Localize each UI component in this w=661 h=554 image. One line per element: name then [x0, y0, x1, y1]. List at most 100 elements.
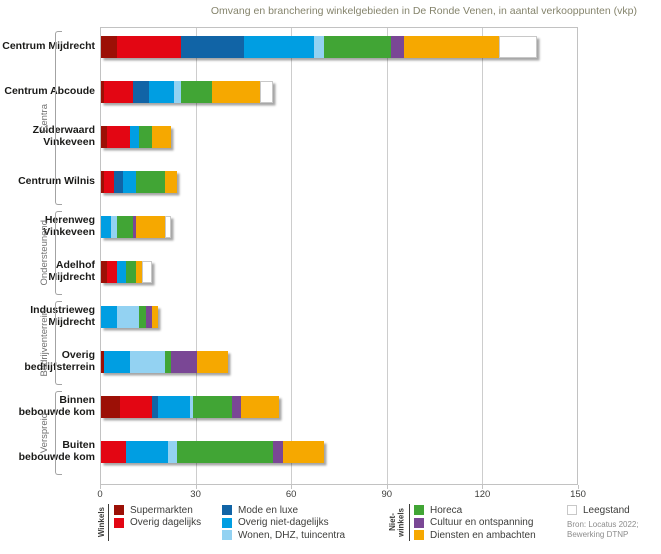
legend-label: Supermarkten: [130, 504, 193, 516]
segment-cultuur_en_ontspanning: [171, 351, 197, 373]
segment-diensten_en_ambachten: [164, 171, 178, 193]
legend-entry-cultuur_en_ontspanning: Cultuur en ontspanning: [414, 517, 533, 528]
segment-cultuur_en_ontspanning: [390, 36, 404, 58]
gridline: [482, 28, 484, 484]
segment-supermarkten: [101, 351, 105, 373]
segment-diensten_en_ambachten: [212, 81, 261, 103]
segment-overig_niet_dagelijks: [126, 441, 168, 463]
legend-swatch-diensten_en_ambachten: [414, 530, 424, 540]
segment-mode_en_luxe: [113, 171, 124, 193]
segment-overig_dagelijks: [104, 171, 114, 193]
segment-overig_niet_dagelijks: [158, 396, 191, 418]
legend-label: Leegstand: [583, 504, 630, 516]
legend-swatch-horeca: [414, 505, 424, 515]
row-label: Adelhof Mijdrecht: [0, 254, 95, 288]
row-label: Zuiderwaard Vinkeveen: [0, 119, 95, 153]
segment-diensten_en_ambachten: [241, 396, 280, 418]
x-tick-label: 30: [190, 489, 201, 500]
segment-wonen_dhz_tuincentra: [129, 351, 165, 373]
row-label-line: Industrieweg: [30, 303, 95, 316]
row-label: Overig bedrijfsterrein: [0, 344, 95, 378]
row-labels: Centrum Mijdrecht Centrum Abcoude Zuiderwa…: [0, 0, 96, 554]
bar-6: [101, 306, 159, 328]
legend-divider: [108, 504, 109, 541]
segment-overig_niet_dagelijks: [244, 36, 315, 58]
legend-swatch-wonen_dhz_tuincentra: [222, 530, 232, 540]
legend-entry-diensten_en_ambachten: Diensten en ambachten: [414, 530, 536, 541]
legend-label: Cultuur en ontspanning: [430, 517, 534, 528]
segment-horeca: [164, 351, 172, 373]
segment-diensten_en_ambachten: [403, 36, 500, 58]
group-bracket: [55, 31, 62, 205]
segment-horeca: [177, 441, 274, 463]
segment-supermarkten: [101, 126, 108, 148]
row-label-line: Overig: [61, 348, 95, 361]
bar-2: [101, 126, 172, 148]
legend-swatch-overig_niet_dagelijks: [222, 517, 232, 528]
row-label-line: Centrum Mijdrecht: [2, 39, 95, 52]
segment-mode_en_luxe: [132, 81, 149, 103]
segment-mode_en_luxe: [151, 396, 159, 418]
legend-group-label: Niet- winkels: [388, 504, 406, 541]
row-label-line: bebouwde kom: [18, 451, 95, 463]
legend-swatch-overig_dagelijks: [114, 517, 124, 528]
plot-area: [100, 27, 578, 485]
row-label-line: Adelhof: [55, 258, 95, 271]
row-label: Centrum Abcoude: [0, 74, 95, 108]
segment-horeca: [180, 81, 213, 103]
bar-0: [101, 36, 538, 58]
bar-9: [101, 441, 325, 463]
segment-overig_dagelijks: [101, 441, 127, 463]
segment-overig_dagelijks: [116, 36, 181, 58]
legend-divider: [409, 504, 410, 541]
segment-overig_niet_dagelijks: [101, 216, 111, 238]
legend-group-label-text: Winkels: [97, 507, 107, 538]
row-label: Herenweg Vinkeveen: [0, 209, 95, 243]
bar-8: [101, 396, 280, 418]
gridline: [386, 28, 388, 484]
x-tick: [578, 485, 579, 489]
segment-supermarkten: [101, 36, 117, 58]
legend-entry-overig_niet_dagelijks: Overig niet-dagelijks: [222, 517, 329, 528]
row-label-line: Buiten: [62, 438, 95, 451]
segment-supermarkten: [101, 396, 121, 418]
segment-horeca: [139, 126, 152, 148]
source-note: Bewerking DTNP: [567, 530, 629, 539]
segment-horeca: [126, 261, 136, 283]
segment-wonen_dhz_tuincentra: [314, 36, 324, 58]
row-label: Binnen bebouwde kom: [0, 389, 95, 423]
legend-label: Diensten en ambachten: [430, 529, 536, 541]
legend-label: Mode en luxe: [238, 504, 299, 516]
row-label-line: Zuiderwaard: [32, 123, 95, 136]
row-label: Centrum Wilnis: [0, 164, 95, 198]
row-label: Industrieweg Mijdrecht: [0, 299, 95, 333]
bar-5: [101, 261, 152, 283]
legend-group-label-text: Niet- winkels: [388, 508, 406, 537]
group-bracket: [55, 211, 62, 295]
segment-cultuur_en_ontspanning: [145, 306, 152, 328]
x-tick: [195, 485, 197, 489]
legend-entry-supermarkten: Supermarkten: [114, 505, 193, 516]
segment-wonen_dhz_tuincentra: [110, 216, 117, 238]
segment-diensten_en_ambachten: [151, 126, 172, 148]
segment-leegstand: [260, 81, 273, 103]
x-tick-label: 90: [381, 489, 393, 500]
x-tick: [386, 485, 388, 489]
x-tick-label: 150: [570, 489, 586, 500]
legend-swatch-supermarkten: [114, 505, 124, 515]
segment-leegstand: [499, 36, 538, 58]
row-label-line: Centrum Wilnis: [18, 174, 95, 187]
legend-swatch-cultuur_en_ontspanning: [414, 517, 424, 528]
segment-horeca: [324, 36, 391, 58]
row-label-line: Binnen: [59, 393, 95, 406]
bar-7: [101, 351, 229, 373]
bar-3: [101, 171, 178, 193]
segment-overig_niet_dagelijks: [123, 171, 136, 193]
row-label-line: Mijdrecht: [48, 271, 95, 283]
legend-label: Horeca: [430, 504, 463, 516]
segment-overig_niet_dagelijks: [129, 126, 140, 148]
segment-supermarkten: [101, 261, 108, 283]
x-tick-label: 60: [285, 489, 297, 500]
